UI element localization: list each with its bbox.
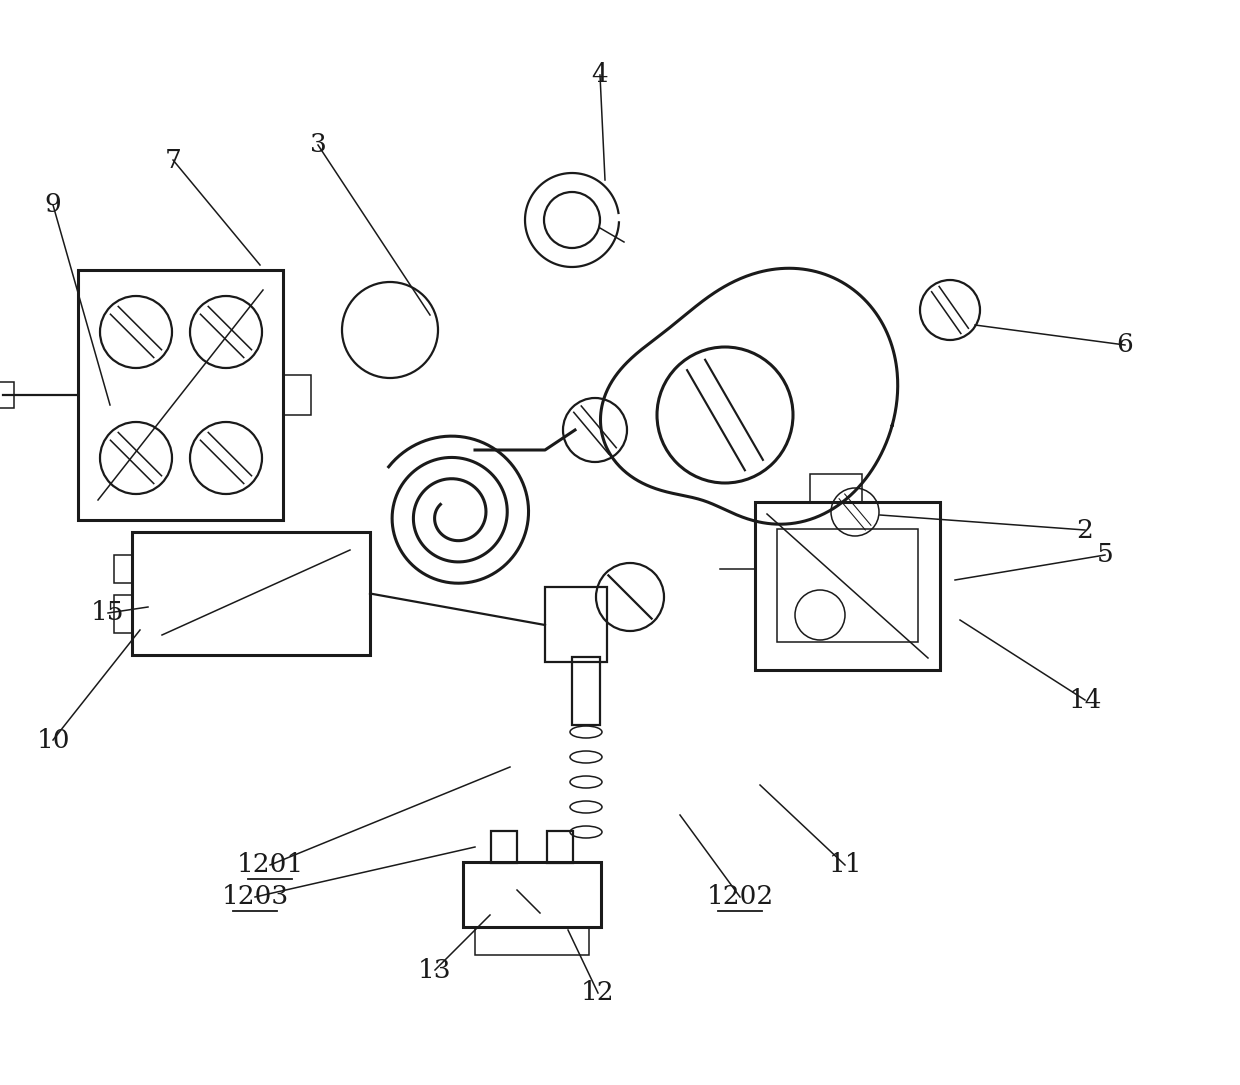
Text: 4: 4 [591,63,609,88]
Text: 14: 14 [1068,688,1102,713]
Bar [491,831,517,863]
Text: 1202: 1202 [707,884,774,909]
Bar [755,502,940,671]
Bar [546,587,608,662]
Bar [572,658,600,725]
Text: 11: 11 [828,853,862,878]
Text: 10: 10 [36,728,69,753]
Text: 6: 6 [1117,332,1133,357]
Text: 12: 12 [582,981,615,1006]
Bar [114,595,131,633]
Bar [810,474,862,502]
Bar [114,556,131,583]
Text: 1203: 1203 [222,884,289,909]
Bar [777,529,918,642]
Text: 2: 2 [1076,518,1094,542]
Bar [283,375,311,414]
Bar [463,861,601,927]
Bar [0,382,14,408]
Text: 13: 13 [418,957,451,983]
Bar [547,831,573,863]
Text: 7: 7 [165,148,181,173]
Text: 1201: 1201 [237,853,304,878]
Text: 9: 9 [45,192,61,217]
Text: 3: 3 [310,132,326,157]
Bar [78,270,283,520]
Text: 5: 5 [1096,542,1114,567]
Text: 15: 15 [92,600,125,625]
Bar [475,927,589,955]
Bar [131,532,370,655]
